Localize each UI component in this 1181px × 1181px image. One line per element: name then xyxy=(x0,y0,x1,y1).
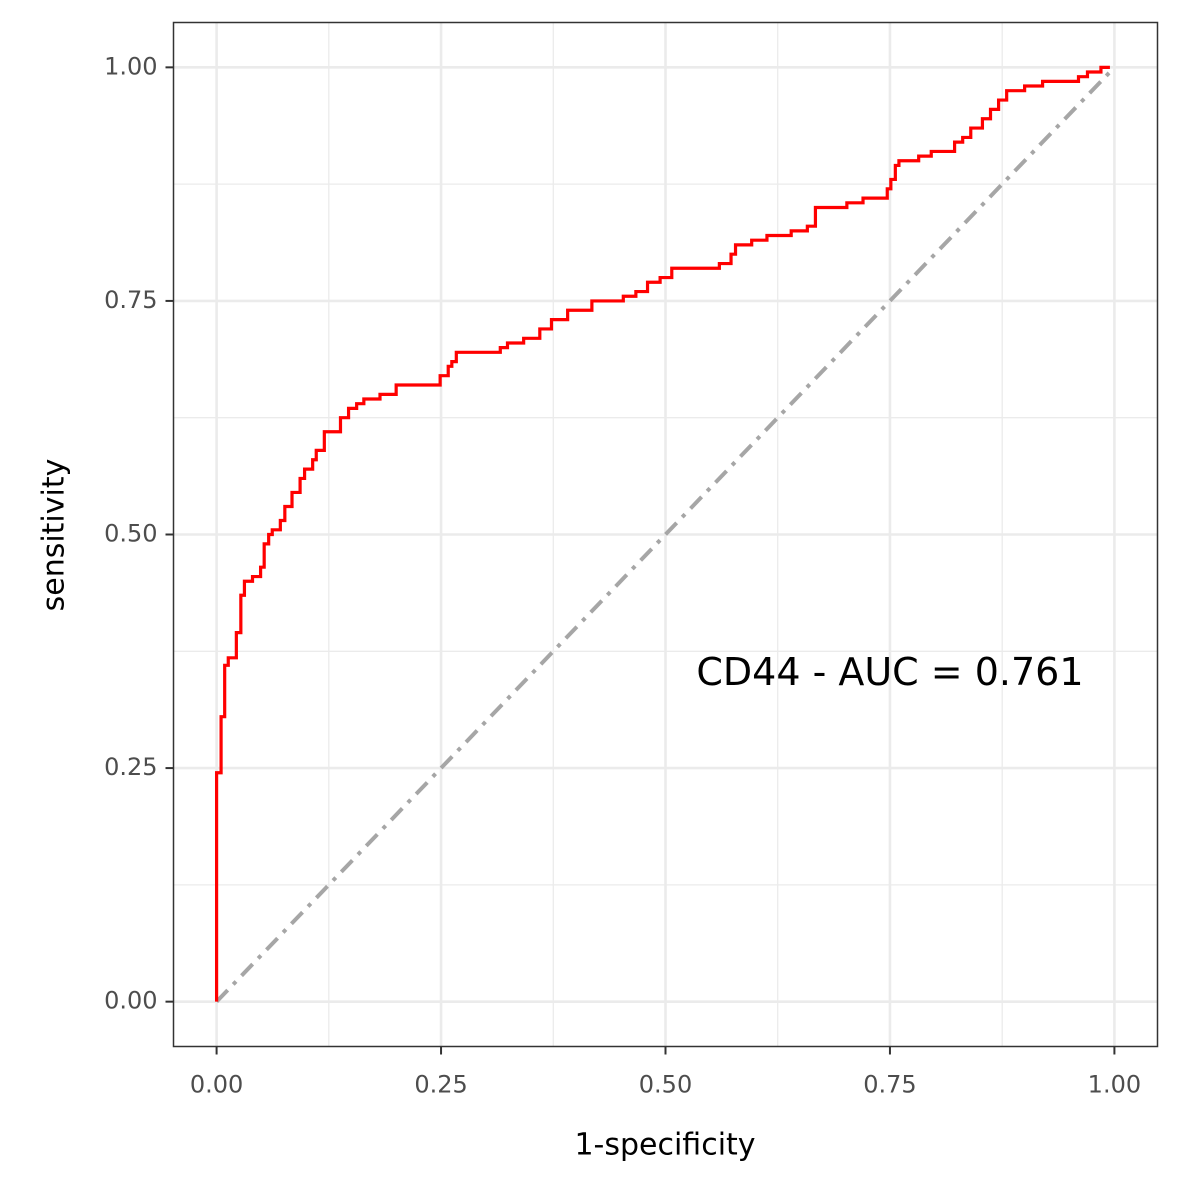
y-tick-label: 0.00 xyxy=(104,987,157,1015)
x-tick-label: 0.00 xyxy=(190,1071,243,1099)
x-axis-title: 1-specificity xyxy=(574,1128,755,1163)
y-axis: 0.00 0.25 0.50 0.75 1.00 xyxy=(104,52,174,1015)
y-tick-label: 0.75 xyxy=(104,286,157,314)
y-tick-label: 0.25 xyxy=(104,753,157,781)
x-tick-label: 1.00 xyxy=(1088,1071,1141,1099)
y-tick-label: 0.50 xyxy=(104,520,157,548)
auc-annotation: CD44 - AUC = 0.761 xyxy=(696,650,1083,694)
x-tick-label: 0.75 xyxy=(863,1071,916,1099)
x-tick-label: 0.25 xyxy=(414,1071,467,1099)
y-tick-label: 1.00 xyxy=(104,52,157,80)
roc-curve-line xyxy=(214,65,1110,1002)
x-axis: 0.00 0.25 0.50 0.75 1.00 xyxy=(190,1046,1141,1099)
y-axis-title: sensitivity xyxy=(37,459,72,612)
series-layer xyxy=(214,65,1116,1004)
x-tick-label: 0.50 xyxy=(639,1071,692,1099)
